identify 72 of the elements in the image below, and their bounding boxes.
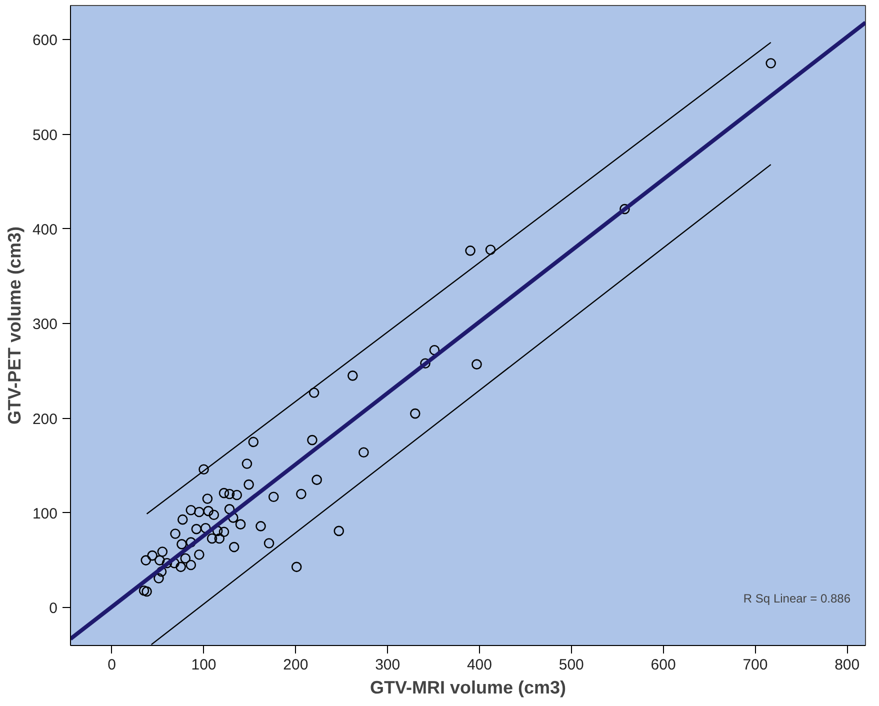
point [244, 479, 254, 490]
point [162, 558, 172, 568]
point [214, 533, 225, 544]
y-axis-title: GTV-PET volume (cm3) [4, 226, 24, 425]
point [194, 549, 204, 560]
point [485, 244, 496, 255]
point [465, 246, 476, 256]
point [232, 490, 242, 500]
point [198, 464, 209, 475]
point [307, 434, 318, 446]
y-tick-label: 200 [32, 410, 58, 428]
x-tick-label: 400 [466, 656, 492, 674]
x-tick-label: 800 [834, 656, 860, 674]
y-tick-label: 100 [32, 505, 58, 522]
y-tick-label: 0 [49, 600, 58, 618]
point [177, 514, 188, 525]
point [218, 526, 230, 538]
point [176, 539, 187, 550]
y-tick-label: 500 [32, 126, 58, 144]
point [358, 447, 369, 458]
point [766, 58, 776, 68]
point [242, 458, 252, 469]
point [154, 573, 164, 584]
point [180, 553, 191, 564]
point [348, 370, 358, 381]
point [157, 546, 168, 557]
point [291, 562, 302, 572]
point [248, 436, 259, 448]
annotation: R Sq Linear = 0.886 [743, 592, 851, 606]
point [268, 492, 279, 502]
point [194, 506, 204, 518]
x-tick-label: 700 [742, 656, 768, 674]
point [176, 562, 186, 572]
point [256, 521, 266, 532]
point [208, 510, 220, 520]
x-axis-title: GTV-MRI volume (cm3) [370, 678, 566, 698]
x-tick-label: 200 [283, 656, 308, 674]
point [140, 555, 152, 566]
point [308, 388, 320, 398]
point [224, 504, 235, 514]
x-tick-label: 100 [191, 656, 216, 674]
point [138, 585, 150, 596]
point [235, 519, 246, 530]
point [312, 474, 322, 485]
x-tick-label: 300 [375, 656, 400, 674]
point [228, 542, 240, 552]
point [206, 533, 218, 544]
point [410, 408, 420, 419]
point [620, 204, 630, 214]
point [186, 560, 196, 570]
point [203, 506, 214, 516]
point [191, 524, 202, 534]
point [202, 494, 213, 504]
point [264, 538, 274, 548]
point [472, 359, 482, 370]
y-tick-label: 300 [32, 316, 58, 334]
point [186, 504, 196, 516]
point [142, 586, 152, 597]
point [296, 488, 306, 500]
y-tick-label: 400 [32, 221, 58, 238]
point [218, 488, 230, 498]
point [420, 358, 430, 369]
point [334, 526, 344, 536]
point [147, 550, 158, 561]
x-tick-label: 500 [558, 656, 584, 674]
point [170, 528, 180, 539]
point [224, 488, 235, 500]
point [429, 344, 440, 356]
y-tick-label: 600 [32, 32, 58, 50]
x-tick-label: 600 [650, 656, 676, 674]
x-tick-label: 0 [108, 656, 116, 674]
point [154, 555, 165, 566]
